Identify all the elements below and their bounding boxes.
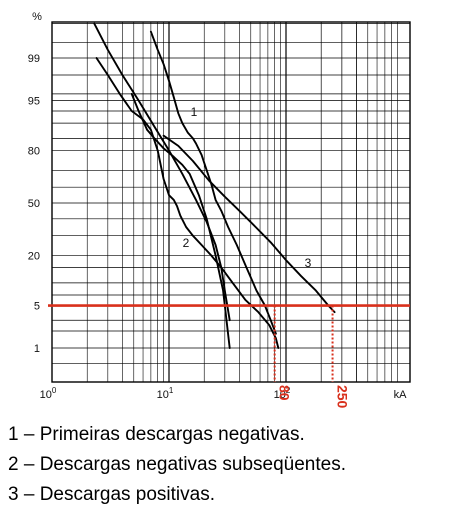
x-axis-unit: kA xyxy=(394,389,408,401)
marker-label: 80 xyxy=(277,385,293,401)
series-line-1 xyxy=(149,30,277,335)
series-label-2: 2 xyxy=(183,236,190,250)
x-tick-label: 101 xyxy=(157,386,174,401)
y-tick-label: 5 xyxy=(34,301,40,313)
y-tick-label: 95 xyxy=(28,95,40,107)
legend-item-1: 1 – Primeiras descargas negativas. xyxy=(8,424,305,445)
x-tick-label: 102 xyxy=(274,386,291,401)
marker-label: 250 xyxy=(335,385,351,409)
y-tick-label: 20 xyxy=(28,250,40,262)
plot-frame xyxy=(51,21,411,383)
legend-item-3: 3 – Descargas positivas. xyxy=(8,484,215,505)
y-tick-label: 50 xyxy=(28,198,40,210)
y-tick-label: 1 xyxy=(34,343,40,355)
x-tick-label: 100 xyxy=(40,386,57,401)
y-axis-unit: % xyxy=(32,11,42,23)
series-line-1 xyxy=(95,57,280,349)
probability-chart: % 99 95 80 50 20 5 1 100 101 102 kA 1 2 3 80 250 xyxy=(28,11,411,409)
series-label-1: 1 xyxy=(191,105,198,119)
y-tick-label: 80 xyxy=(28,146,40,158)
legend-item-2: 2 – Descargas negativas subseqüentes. xyxy=(8,454,346,475)
y-tick-label: 99 xyxy=(28,53,40,65)
legend: 1 – Primeiras descargas negativas. 2 – D… xyxy=(8,420,458,510)
series-line-3 xyxy=(162,134,336,314)
series-line-2 xyxy=(130,92,231,349)
series-line-2 xyxy=(93,22,231,322)
series-label-3: 3 xyxy=(305,256,312,270)
